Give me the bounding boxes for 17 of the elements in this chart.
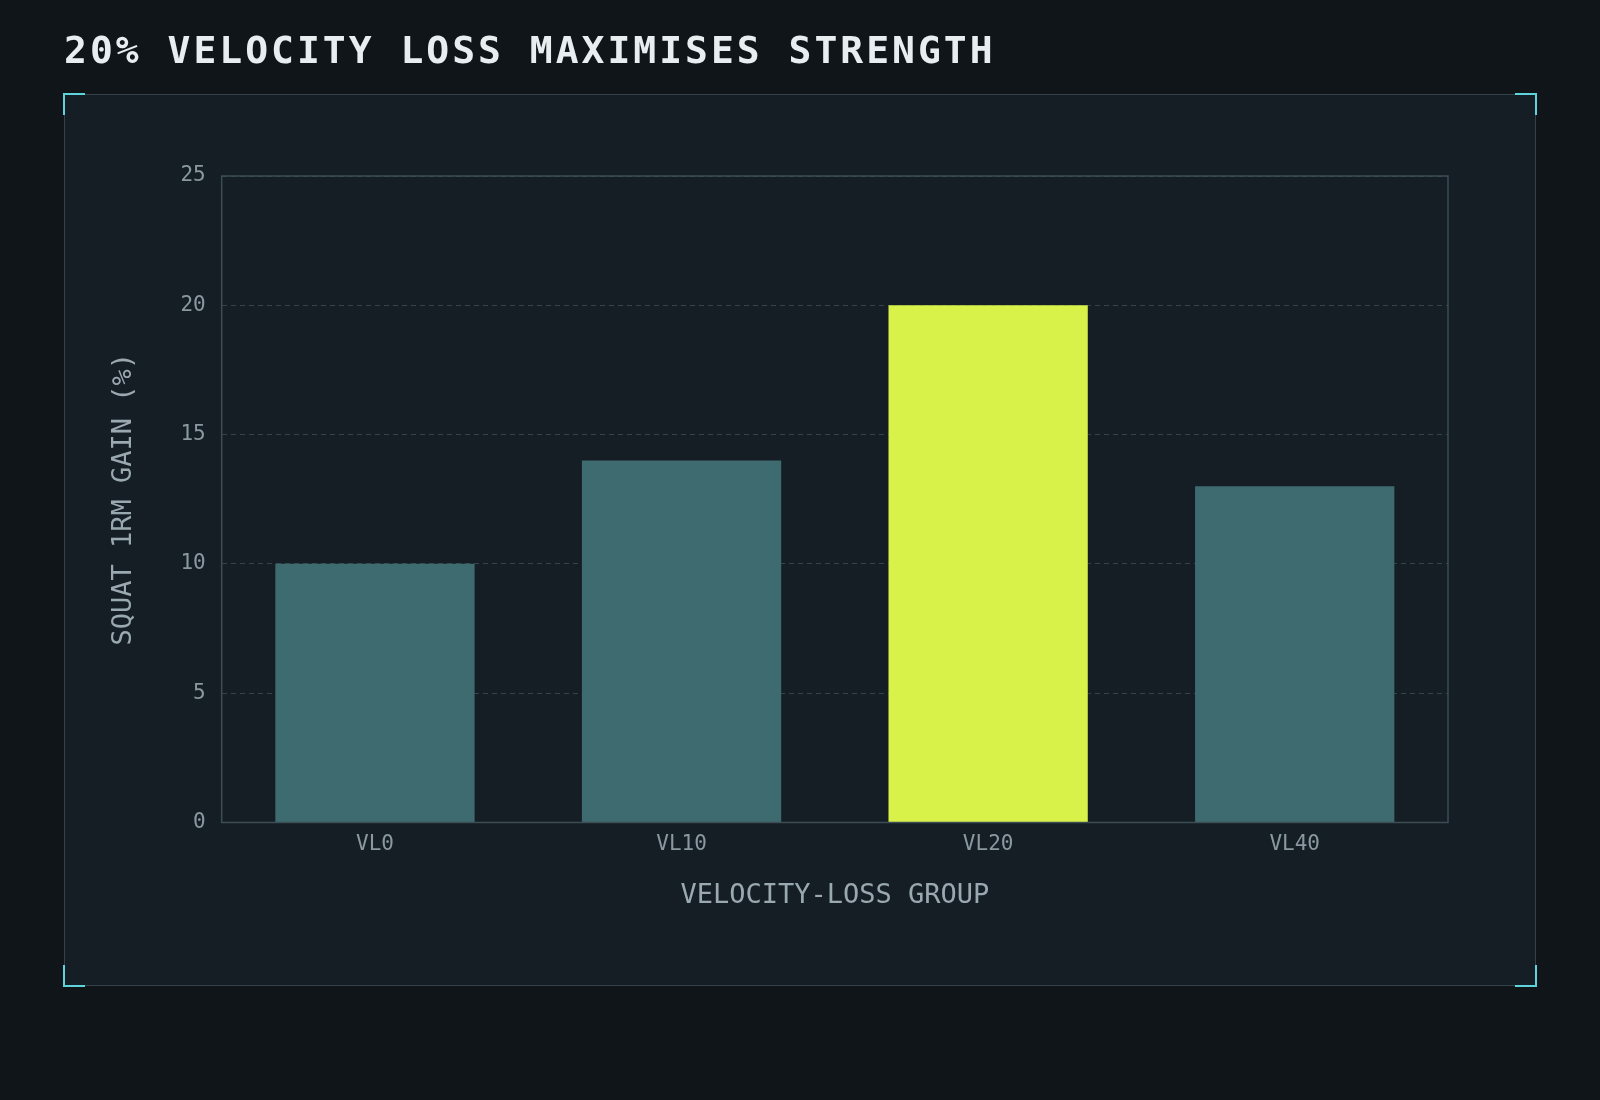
y-axis-title: SQUAT 1RM GAIN (%): [106, 352, 138, 646]
bar: [581, 460, 782, 822]
x-tick-label: VL20: [962, 831, 1014, 856]
x-axis-title: VELOCITY-LOSS GROUP: [680, 877, 990, 909]
y-tick-label: 15: [180, 421, 206, 446]
y-tick-label: 0: [193, 808, 206, 833]
bar: [275, 563, 475, 822]
chart-title: 20% VELOCITY LOSS MAXIMISES STRENGTH: [64, 28, 996, 72]
x-tick-label: VL40: [1269, 831, 1320, 856]
bar: [888, 305, 1088, 822]
x-tick-label: VL10: [656, 831, 707, 856]
y-tick-label: 20: [180, 291, 206, 316]
y-tick-label: 10: [180, 550, 206, 575]
y-tick-label: 5: [193, 679, 206, 704]
y-tick-label: 25: [180, 162, 206, 187]
bar: [1195, 486, 1395, 822]
x-tick-label: VL0: [356, 831, 394, 856]
